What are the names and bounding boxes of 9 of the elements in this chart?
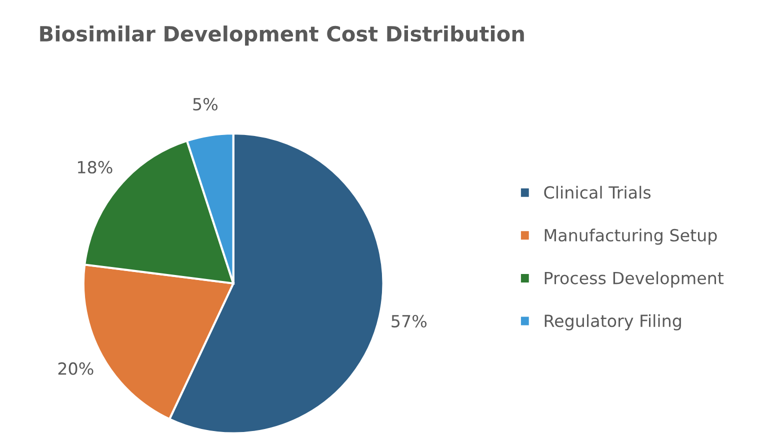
data-label: 57% [392,314,427,328]
legend-label: Regulatory Filing [544,314,681,330]
chart-title: Biosimilar Development Cost Distribution [40,26,524,46]
legend-label: Process Development [544,271,724,288]
legend-label: Clinical Trials [544,186,651,199]
data-label: 5% [193,98,218,111]
data-label: 20% [58,362,94,375]
legend-label: Manufacturing Setup [544,228,717,245]
data-label: 18% [78,160,112,174]
